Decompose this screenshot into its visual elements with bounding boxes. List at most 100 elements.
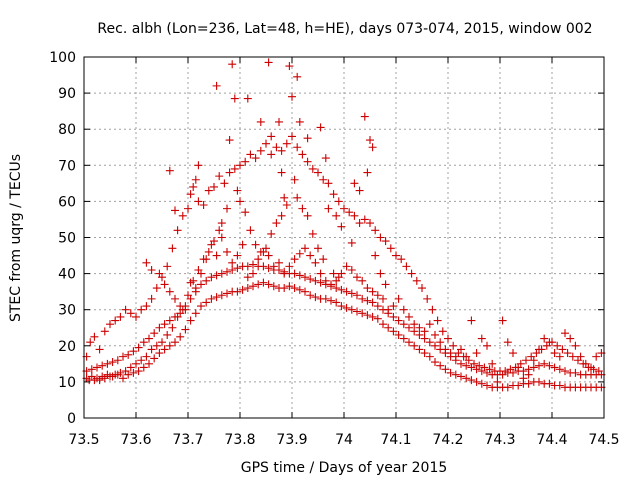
data-point bbox=[568, 352, 577, 361]
data-point bbox=[176, 332, 185, 341]
data-point bbox=[121, 367, 130, 376]
data-point bbox=[134, 367, 143, 376]
x-tick-label: 74.4 bbox=[536, 432, 567, 448]
data-point bbox=[181, 305, 190, 314]
data-point bbox=[345, 208, 354, 217]
x-tick-label: 73.6 bbox=[120, 432, 151, 448]
data-point bbox=[399, 334, 408, 343]
data-point bbox=[171, 206, 179, 215]
data-point bbox=[368, 287, 377, 296]
data-point bbox=[147, 294, 156, 303]
x-tick-label: 74.1 bbox=[380, 432, 411, 448]
data-point bbox=[555, 365, 564, 374]
data-point bbox=[111, 370, 120, 379]
data-point bbox=[480, 363, 489, 372]
data-point bbox=[142, 352, 151, 361]
data-point bbox=[150, 354, 159, 363]
data-point bbox=[191, 309, 200, 318]
data-point bbox=[485, 365, 494, 374]
data-point bbox=[381, 237, 390, 246]
data-point bbox=[132, 312, 140, 321]
data-point bbox=[358, 276, 367, 285]
data-point bbox=[267, 150, 276, 159]
data-point bbox=[366, 136, 374, 145]
data-point bbox=[298, 150, 307, 159]
data-point bbox=[103, 359, 112, 368]
data-point bbox=[207, 273, 216, 282]
data-point bbox=[436, 338, 445, 347]
data-point bbox=[155, 323, 164, 332]
data-point bbox=[163, 330, 172, 339]
data-point bbox=[241, 157, 250, 166]
data-point bbox=[223, 247, 231, 256]
data-point bbox=[134, 343, 143, 352]
y-tick-label: 30 bbox=[58, 303, 76, 319]
data-point bbox=[184, 204, 192, 213]
data-point bbox=[306, 251, 315, 260]
data-point bbox=[451, 370, 460, 379]
data-point bbox=[321, 294, 330, 303]
data-point bbox=[576, 352, 585, 361]
data-point bbox=[259, 262, 268, 271]
data-point bbox=[366, 219, 374, 228]
data-point bbox=[394, 316, 403, 325]
data-point bbox=[186, 316, 195, 325]
data-point bbox=[165, 316, 174, 325]
data-point bbox=[282, 201, 291, 210]
data-point bbox=[561, 329, 569, 338]
data-point bbox=[506, 365, 515, 374]
data-point bbox=[280, 269, 289, 278]
data-point bbox=[85, 376, 94, 385]
data-point bbox=[217, 233, 226, 242]
data-point bbox=[249, 269, 257, 278]
data-point bbox=[545, 338, 554, 347]
data-point bbox=[171, 338, 179, 347]
data-point bbox=[243, 94, 252, 103]
data-point bbox=[462, 352, 471, 361]
y-tick-label: 0 bbox=[67, 411, 76, 427]
x-tick-label: 73.5 bbox=[68, 432, 99, 448]
data-point bbox=[324, 179, 333, 188]
data-point bbox=[553, 341, 562, 350]
data-point bbox=[316, 269, 325, 278]
data-point bbox=[353, 273, 361, 282]
y-tick-label: 80 bbox=[58, 122, 76, 138]
data-point bbox=[256, 117, 265, 126]
data-point bbox=[280, 193, 289, 202]
data-point bbox=[295, 249, 304, 258]
y-tick-label: 10 bbox=[58, 375, 76, 391]
x-tick-label: 73.7 bbox=[172, 432, 203, 448]
data-point bbox=[371, 226, 380, 235]
data-point bbox=[563, 349, 572, 358]
data-point bbox=[160, 320, 169, 329]
data-point bbox=[412, 276, 421, 285]
data-point bbox=[298, 204, 307, 213]
data-point bbox=[436, 361, 445, 370]
data-point bbox=[488, 359, 497, 368]
data-point bbox=[212, 293, 221, 302]
data-point bbox=[363, 284, 372, 293]
data-point bbox=[308, 164, 317, 173]
data-point bbox=[493, 377, 502, 386]
data-point bbox=[293, 72, 302, 81]
data-point bbox=[113, 356, 122, 365]
data-point bbox=[428, 305, 437, 314]
data-point bbox=[327, 296, 335, 305]
x-tick-label: 74.5 bbox=[588, 432, 619, 448]
data-point bbox=[373, 314, 382, 323]
data-point bbox=[233, 264, 242, 273]
data-point bbox=[446, 349, 455, 358]
data-point bbox=[238, 285, 247, 294]
data-point bbox=[470, 359, 478, 368]
data-point bbox=[173, 226, 182, 235]
data-point bbox=[111, 316, 120, 325]
data-point bbox=[425, 352, 434, 361]
data-point bbox=[212, 81, 221, 90]
data-point bbox=[241, 208, 250, 217]
data-point bbox=[225, 136, 234, 145]
data-point bbox=[197, 302, 205, 311]
data-point bbox=[163, 262, 172, 271]
data-point bbox=[132, 359, 140, 368]
